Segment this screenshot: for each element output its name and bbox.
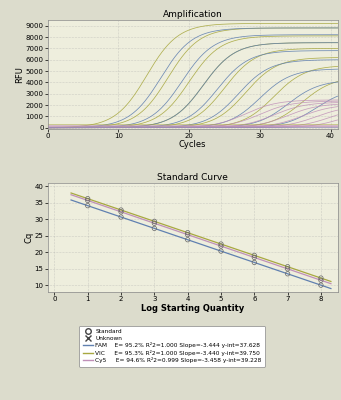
Point [252,259,257,266]
Point [218,241,224,247]
Point [152,220,157,226]
Point [218,243,224,249]
Point [185,232,190,238]
Point [85,197,90,204]
Point [285,264,290,270]
Point [118,207,124,213]
Legend: Standard, Unknown, FAM    E= 95.2% R²2=1.000 Slope=-3.444 y-int=37.628, VIC     : Standard, Unknown, FAM E= 95.2% R²2=1.00… [79,326,265,366]
Point [118,209,124,215]
Point [252,252,257,258]
Point [318,277,324,284]
Point [185,236,190,243]
Title: Amplification: Amplification [163,10,223,19]
X-axis label: Cycles: Cycles [179,140,206,149]
Point [85,202,90,209]
Point [152,225,157,232]
Point [252,254,257,261]
Title: Standard Curve: Standard Curve [157,174,228,182]
Point [152,218,157,224]
Point [85,196,90,202]
Point [285,271,290,277]
X-axis label: Log Starting Quantity: Log Starting Quantity [141,304,244,312]
Point [285,266,290,272]
Y-axis label: RFU: RFU [15,66,24,83]
Point [318,275,324,281]
Y-axis label: Cq: Cq [24,232,33,243]
Point [318,282,324,288]
Point [118,214,124,220]
Point [218,248,224,254]
Point [185,230,190,236]
